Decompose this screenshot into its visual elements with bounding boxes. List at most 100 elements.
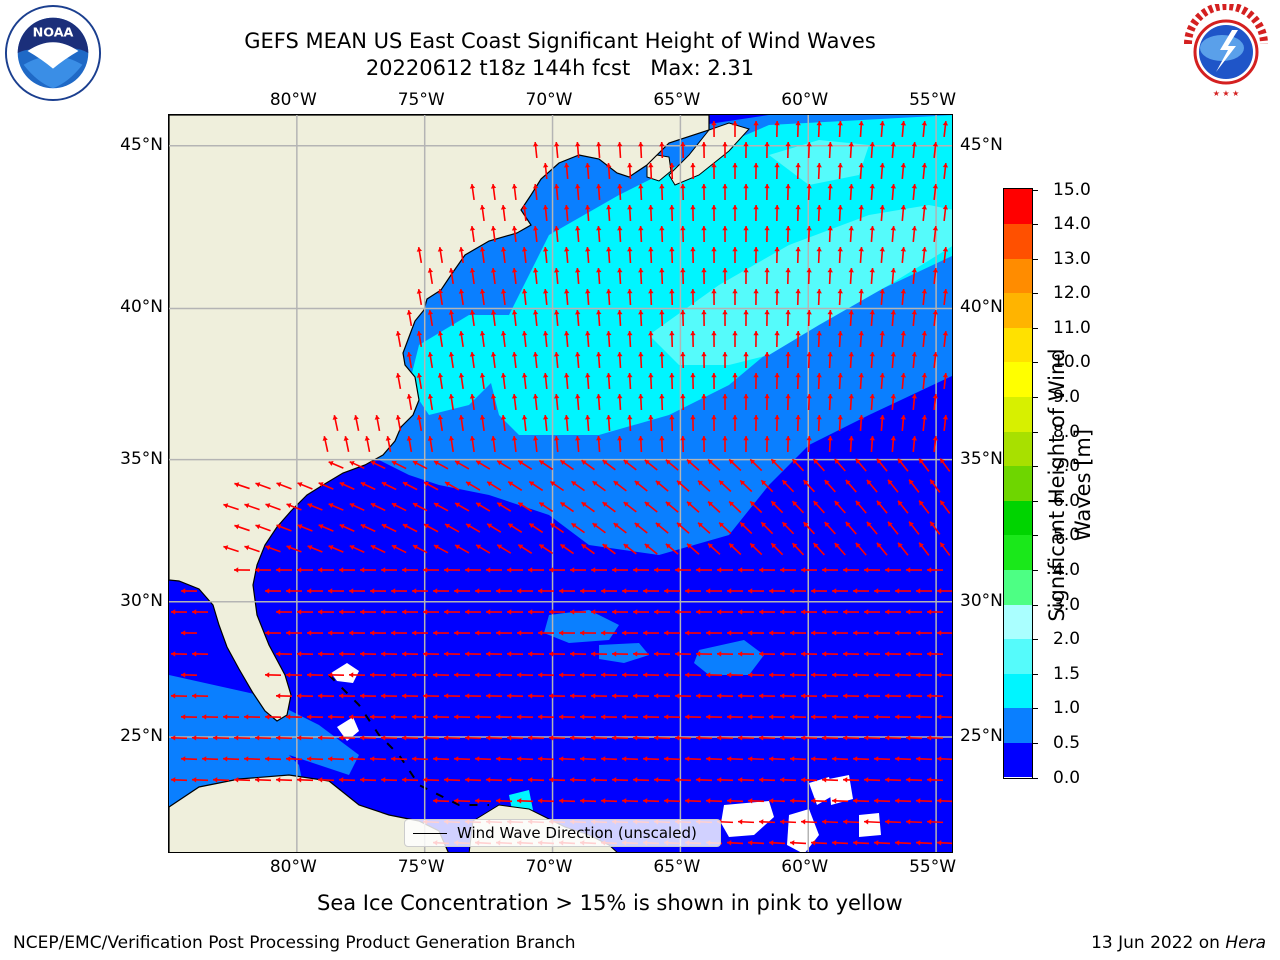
wave-direction-arrow — [443, 651, 461, 657]
wave-direction-arrow — [532, 141, 539, 159]
wave-direction-arrow — [842, 819, 860, 825]
wave-direction-arrow — [600, 798, 618, 804]
wave-direction-arrow — [327, 756, 345, 762]
wave-direction-arrow — [585, 330, 591, 348]
wave-direction-arrow — [402, 481, 418, 491]
wave-direction-arrow — [774, 330, 780, 348]
wave-direction-arrow — [611, 693, 629, 699]
wave-direction-arrow — [275, 693, 293, 699]
wave-direction-arrow — [768, 756, 786, 762]
wave-direction-arrow — [743, 393, 749, 411]
wave-direction-arrow — [753, 288, 759, 306]
wave-direction-arrow — [855, 500, 867, 514]
wave-direction-arrow — [590, 735, 608, 741]
wave-direction-arrow — [669, 330, 675, 348]
wave-direction-arrow — [427, 267, 434, 285]
wave-direction-arrow — [890, 267, 896, 285]
wave-direction-arrow — [739, 479, 753, 493]
wave-direction-arrow — [590, 609, 608, 615]
wave-direction-arrow — [816, 414, 822, 432]
wave-direction-arrow — [606, 162, 612, 180]
white-island-2 — [337, 717, 359, 741]
wave-direction-arrow — [285, 672, 303, 678]
wave-direction-arrow — [905, 819, 923, 825]
wave-direction-arrow — [511, 225, 518, 243]
wave-direction-arrow — [852, 756, 870, 762]
wave-direction-arrow — [722, 225, 728, 243]
wave-direction-arrow — [894, 798, 912, 804]
wave-direction-arrow — [743, 435, 749, 453]
wave-direction-arrow — [617, 309, 623, 327]
wave-direction-arrow — [542, 330, 549, 348]
masked-regions — [721, 775, 881, 852]
wave-direction-arrow — [869, 225, 875, 243]
wave-direction-arrow — [894, 714, 912, 720]
wave-direction-arrow — [563, 204, 570, 222]
wave-direction-arrow — [632, 567, 650, 573]
wave-direction-arrow — [569, 609, 587, 615]
wave-direction-arrow — [222, 756, 240, 762]
wave-direction-arrow — [863, 567, 881, 573]
wave-direction-arrow — [296, 651, 314, 657]
wave-direction-arrow — [900, 372, 906, 390]
wave-direction-arrow — [506, 777, 524, 783]
wave-direction-arrow — [690, 204, 696, 222]
wave-direction-arrow — [821, 567, 839, 573]
wave-direction-arrow — [711, 246, 717, 264]
colorbar-segment — [1004, 500, 1032, 536]
wave-direction-arrow — [390, 714, 408, 720]
wave-direction-arrow — [432, 588, 450, 594]
wave-direction-arrow — [810, 714, 828, 720]
wave-direction-arrow — [669, 288, 675, 306]
wave-direction-arrow — [233, 735, 251, 741]
wave-direction-arrow — [517, 459, 533, 471]
wave-direction-arrow — [789, 714, 807, 720]
wave-direction-arrow — [590, 651, 608, 657]
wave-direction-arrow — [869, 351, 875, 369]
wave-direction-arrow — [307, 503, 323, 511]
wave-direction-arrow — [516, 756, 534, 762]
wave-direction-arrow — [458, 246, 465, 264]
wave-direction-arrow — [395, 414, 402, 432]
wave-direction-arrow — [432, 798, 450, 804]
wave-direction-arrow — [306, 714, 324, 720]
wave-direction-arrow — [590, 693, 608, 699]
wave-direction-arrow — [716, 609, 734, 615]
wave-direction-arrow — [479, 246, 486, 264]
wave-direction-arrow — [842, 777, 860, 783]
wave-direction-arrow — [500, 414, 507, 432]
wave-direction-arrow — [395, 372, 402, 390]
wave-direction-arrow — [848, 141, 854, 159]
wave-direction-arrow — [810, 588, 828, 594]
wave-direction-arrow — [575, 183, 581, 201]
shade-1.5-2.0-north — [769, 140, 869, 185]
wave-direction-arrow — [863, 651, 881, 657]
wave-direction-arrow — [932, 393, 939, 411]
wave-direction-arrow — [852, 798, 870, 804]
wave-direction-arrow — [596, 267, 602, 285]
wave-direction-arrow — [890, 183, 896, 201]
wave-direction-arrow — [600, 672, 618, 678]
wave-direction-arrow — [753, 246, 759, 264]
wave-direction-arrow — [585, 246, 591, 264]
wave-direction-arrow — [602, 543, 616, 555]
wave-direction-arrow — [317, 651, 335, 657]
wave-direction-arrow — [621, 714, 639, 720]
wave-direction-arrow — [528, 522, 544, 534]
colorbar-segment — [1004, 431, 1032, 467]
lon-tick-top: 75°W — [397, 90, 445, 110]
wave-direction-arrow — [464, 609, 482, 615]
wave-direction-arrow — [726, 756, 744, 762]
colorbar-tick-mark — [1032, 224, 1038, 226]
wave-direction-arrow — [244, 503, 260, 511]
wave-direction-arrow — [380, 693, 398, 699]
wave-direction-arrow — [621, 672, 639, 678]
wave-direction-arrow — [768, 588, 786, 594]
wave-direction-arrow — [318, 524, 334, 532]
wave-direction-arrow — [942, 414, 949, 432]
wave-direction-arrow — [495, 798, 513, 804]
wave-direction-arrow — [648, 288, 654, 306]
wave-direction-arrow — [538, 501, 554, 513]
wave-direction-arrow — [800, 819, 818, 825]
wave-direction-arrow — [732, 162, 738, 180]
